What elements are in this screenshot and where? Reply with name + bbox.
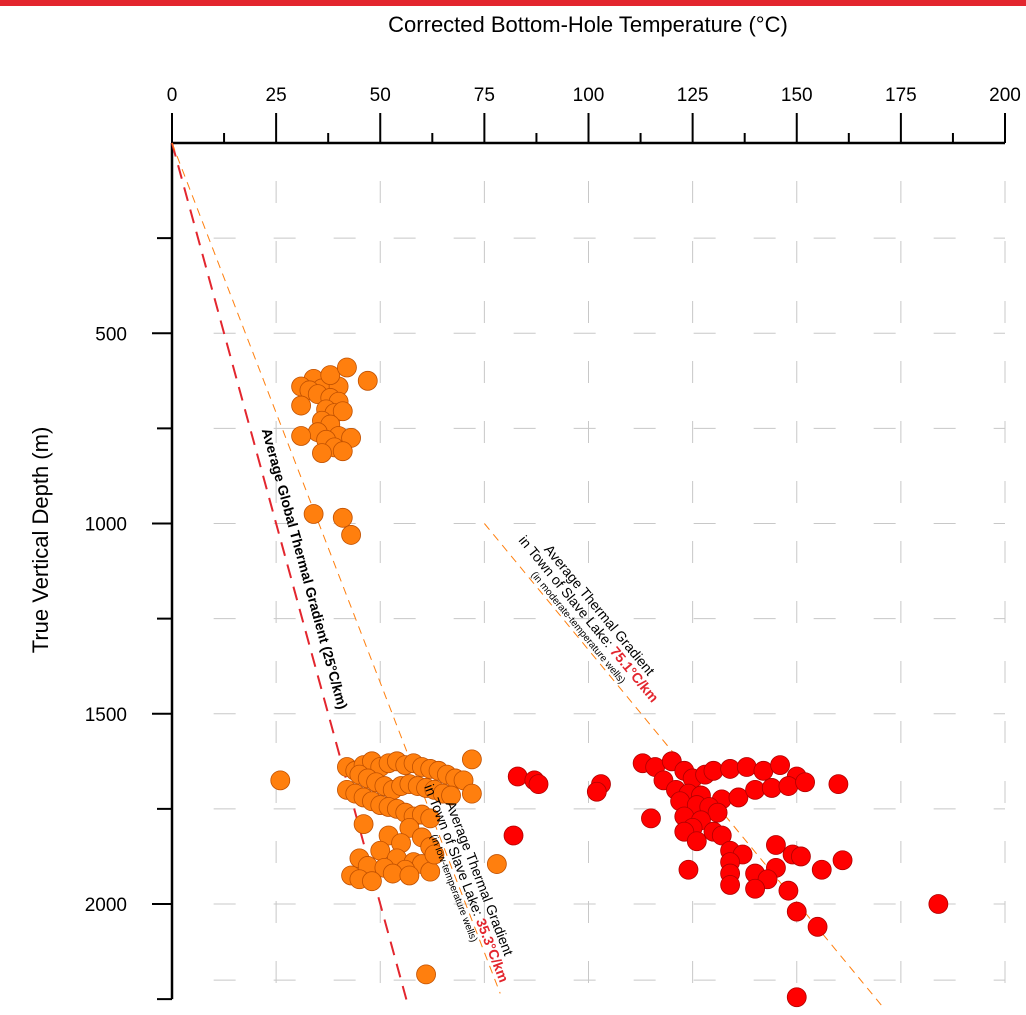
data-point-moderate-temp (745, 779, 765, 800)
data-point-low-temp (291, 395, 312, 416)
data-point-low-temp (382, 863, 403, 884)
data-point-moderate-temp (507, 766, 528, 787)
data-point-moderate-temp (753, 760, 774, 781)
grid (213, 181, 1006, 1003)
data-point-low-temp (332, 507, 353, 528)
data-point-moderate-temp (832, 850, 853, 871)
data-point-moderate-temp (745, 878, 765, 899)
data-point-moderate-temp (686, 831, 707, 852)
global-gradient-label: Average Global Thermal Gradient (25°C/km… (259, 426, 351, 711)
data-point-low-temp (416, 964, 436, 985)
data-point-low-temp (461, 783, 482, 804)
series-low-temperature-wells (270, 357, 507, 985)
data-point-low-temp (291, 426, 312, 446)
top-red-bar (0, 0, 1026, 6)
x-tick-label: 175 (885, 85, 917, 106)
data-point-low-temp (486, 854, 507, 874)
x-tick-label: 25 (266, 85, 287, 106)
x-tick-label: 125 (677, 85, 709, 106)
moderate-temp-gradient-label-prefix: in Town of Slave Lake: (516, 532, 620, 653)
y-axis-title: True Vertical Depth (m) (28, 427, 53, 654)
data-point-moderate-temp (766, 835, 786, 855)
data-point-low-temp (424, 844, 445, 865)
data-point-moderate-temp (720, 875, 741, 895)
x-axis-title: Corrected Bottom-Hole Temperature (°C) (388, 12, 788, 37)
y-tick-label: 1500 (85, 705, 127, 726)
data-point-moderate-temp (791, 846, 811, 867)
x-tick-label: 100 (573, 85, 605, 106)
data-point-low-temp (332, 441, 353, 462)
data-point-low-temp (399, 865, 420, 886)
data-point-moderate-temp (778, 880, 799, 901)
data-point-moderate-temp (828, 774, 849, 795)
axes: 0 25 50 75 100 125 150 175 200 500 1000 1500 2000 (85, 85, 1021, 1001)
data-point-moderate-temp (811, 859, 832, 880)
data-point-low-temp (303, 504, 324, 524)
data-point-low-temp (420, 808, 441, 829)
data-point-moderate-temp (711, 825, 732, 846)
data-point-moderate-temp (736, 757, 757, 777)
low-temp-gradient-label-line2: in Town of Slave Lake: 35.3°C/km (421, 782, 512, 984)
data-point-low-temp (270, 770, 291, 791)
data-point-moderate-temp (786, 987, 807, 1008)
y-tick-label: 500 (95, 324, 127, 345)
x-tick-label: 75 (474, 85, 495, 106)
data-point-moderate-temp (528, 774, 549, 795)
data-point-moderate-temp (770, 755, 790, 776)
series-moderate-temperature-wells (503, 751, 949, 1008)
data-point-moderate-temp (807, 916, 828, 937)
data-point-moderate-temp (728, 787, 749, 808)
data-point-low-temp (370, 840, 391, 861)
x-tick-label: 200 (989, 85, 1021, 106)
data-point-low-temp (332, 401, 353, 422)
data-point-moderate-temp (503, 825, 524, 846)
data-point-moderate-temp (707, 802, 728, 823)
y-tick-label: 1000 (85, 515, 127, 536)
x-tick-label: 50 (370, 85, 391, 106)
data-point-moderate-temp (703, 760, 724, 781)
data-point-low-temp (320, 365, 341, 386)
data-point-low-temp (441, 785, 461, 806)
data-point-moderate-temp (641, 808, 661, 829)
x-tick-label: 0 (167, 85, 178, 106)
data-point-low-temp (420, 861, 441, 882)
data-point-low-temp (353, 814, 374, 834)
data-point-low-temp (461, 749, 482, 770)
data-point-moderate-temp (786, 901, 807, 922)
data-point-low-temp (312, 443, 332, 464)
data-point-moderate-temp (778, 776, 799, 796)
data-point-low-temp (357, 370, 378, 391)
data-point-moderate-temp (678, 859, 699, 880)
global-gradient-label-text: Average Global Thermal Gradient (25°C/km… (259, 426, 351, 711)
x-tick-label: 150 (781, 85, 813, 106)
y-tick-label: 2000 (85, 895, 127, 916)
data-point-low-temp (362, 871, 382, 892)
data-point-moderate-temp (761, 778, 782, 798)
data-point-moderate-temp (720, 759, 741, 779)
data-point-moderate-temp (586, 781, 607, 802)
low-temp-gradient-line (171, 142, 501, 994)
data-point-low-temp (341, 525, 361, 545)
data-point-moderate-temp (928, 894, 949, 914)
data-point-low-temp (337, 357, 357, 378)
data-point-moderate-temp (795, 772, 815, 793)
